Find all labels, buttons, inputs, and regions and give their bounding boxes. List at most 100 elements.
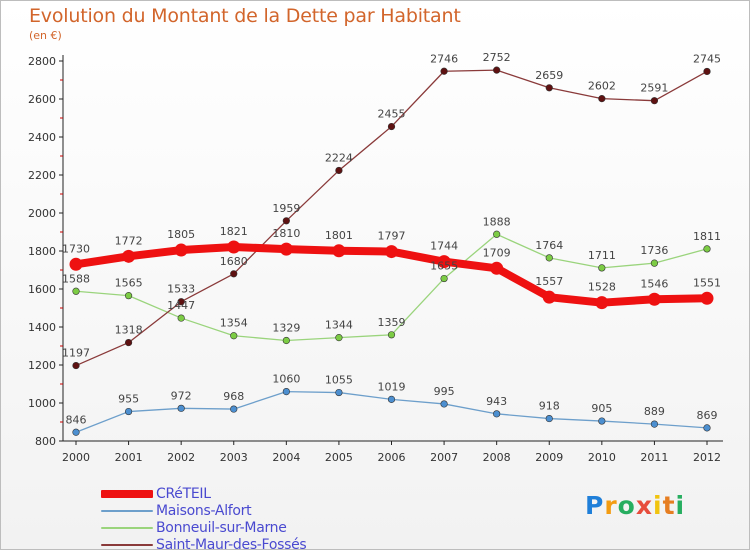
data-label: 1959	[272, 202, 300, 215]
data-point	[703, 424, 711, 432]
x-tick-label: 2009	[535, 451, 563, 464]
data-label: 2602	[588, 80, 616, 93]
data-point	[650, 420, 659, 428]
legend-item: Bonneuil-sur-Marne	[101, 520, 361, 537]
data-label: 1655	[430, 260, 458, 273]
data-point	[227, 240, 241, 254]
legend-label: Saint-Maur-des-Fossés	[156, 537, 307, 553]
data-point	[230, 332, 238, 340]
data-label: 1551	[693, 276, 721, 289]
data-point	[440, 67, 448, 75]
data-label: 1764	[535, 239, 563, 252]
data-point	[598, 95, 606, 103]
y-tick-label: 1000	[28, 397, 56, 410]
x-tick-label: 2011	[640, 451, 668, 464]
data-point	[598, 417, 606, 425]
logo-letter: x	[635, 491, 653, 520]
x-tick-label: 2003	[220, 451, 248, 464]
data-point	[493, 230, 501, 238]
data-point	[545, 84, 553, 92]
legend-item: Maisons-Alfort	[101, 503, 361, 520]
logo-letter: i	[653, 491, 663, 520]
data-point	[493, 410, 501, 418]
data-point	[440, 274, 448, 283]
data-point	[545, 414, 553, 423]
y-tick-label: 1600	[28, 283, 56, 296]
data-point	[335, 334, 343, 342]
data-point	[230, 405, 238, 413]
data-label: 2455	[378, 108, 406, 121]
proxiti-logo: Proxiti	[585, 491, 685, 520]
data-point	[647, 292, 661, 306]
data-point	[545, 254, 553, 262]
logo-letter: r	[604, 491, 618, 520]
data-label: 1329	[272, 321, 300, 334]
data-label: 1680	[220, 255, 248, 268]
x-tick-label: 2000	[62, 451, 90, 464]
data-point	[385, 245, 398, 259]
data-label: 1359	[378, 316, 406, 329]
data-label: 1801	[325, 229, 353, 242]
data-point	[72, 287, 80, 295]
data-label: 995	[434, 385, 455, 398]
data-label: 2224	[325, 151, 353, 164]
data-label: 1810	[272, 227, 300, 240]
data-label: 1060	[272, 373, 300, 386]
y-tick-label: 1400	[28, 321, 56, 334]
data-point	[650, 97, 659, 105]
legend-item: Saint-Maur-des-Fossés	[101, 537, 361, 554]
chart-subtitle: (en €)	[29, 29, 62, 42]
data-label: 2752	[483, 51, 511, 64]
x-tick-label: 2005	[325, 451, 353, 464]
legend-swatch	[101, 527, 153, 529]
y-tick-label: 2000	[28, 207, 56, 220]
data-point	[595, 296, 609, 310]
x-tick-label: 2001	[115, 451, 143, 464]
data-label: 1354	[220, 317, 248, 330]
x-tick-label: 2007	[430, 451, 458, 464]
data-label: 1811	[693, 230, 721, 243]
legend-swatch	[101, 490, 153, 498]
data-point	[598, 264, 606, 272]
data-label: 1565	[115, 277, 143, 290]
data-label: 1318	[115, 324, 143, 337]
data-point	[703, 67, 711, 76]
data-point	[440, 400, 448, 408]
data-label: 1447	[167, 299, 195, 312]
data-point	[282, 388, 290, 396]
data-point	[703, 245, 711, 253]
data-label: 1019	[378, 380, 406, 393]
data-label: 889	[644, 405, 665, 418]
data-label: 1805	[167, 228, 195, 241]
x-tick-label: 2008	[483, 451, 511, 464]
data-point	[437, 255, 451, 269]
data-point	[282, 217, 290, 225]
data-point	[177, 314, 185, 322]
legend-label: Maisons-Alfort	[156, 503, 252, 519]
data-label: 1533	[167, 283, 195, 296]
legend-swatch	[101, 544, 153, 546]
data-point	[282, 336, 290, 345]
data-label: 1557	[535, 275, 563, 288]
data-label: 2659	[535, 69, 563, 82]
data-label: 972	[171, 389, 192, 402]
data-label: 968	[223, 390, 244, 403]
data-label: 1730	[62, 242, 90, 255]
legend-item: CRéTEIL	[101, 486, 361, 503]
data-point	[335, 166, 343, 175]
data-point	[124, 338, 133, 347]
data-label: 846	[66, 413, 87, 426]
data-label: 1055	[325, 374, 353, 387]
data-label: 1744	[430, 240, 458, 253]
y-tick-label: 2400	[28, 131, 56, 144]
data-label: 1797	[378, 230, 406, 243]
x-tick-label: 2012	[693, 451, 721, 464]
data-point	[335, 388, 343, 397]
data-point	[650, 259, 659, 267]
data-label: 869	[697, 409, 718, 422]
logo-letter: t	[662, 491, 676, 520]
legend-label: CRéTEIL	[156, 486, 211, 502]
logo-letter: o	[617, 491, 636, 520]
